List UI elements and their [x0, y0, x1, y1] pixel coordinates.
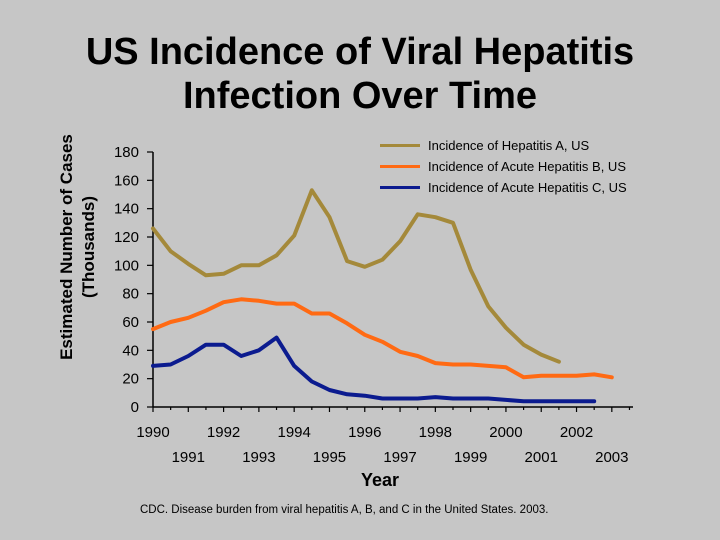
legend: Incidence of Hepatitis A, US Incidence o… — [380, 135, 627, 198]
legend-label-hepatitis-a: Incidence of Hepatitis A, US — [428, 138, 590, 153]
x-tick-label: 2003 — [595, 449, 628, 466]
y-tick-label: 0 — [131, 399, 139, 416]
x-tick-label: 2000 — [489, 424, 522, 441]
y-tick-label: 140 — [114, 201, 139, 218]
chart-title-line-1: US Incidence of Viral Hepatitis — [85, 31, 635, 73]
y-tick-label: 80 — [122, 286, 139, 303]
chart-title: US Incidence of Viral Hepatitis Infectio… — [40, 30, 680, 118]
legend-label-hepatitis-c: Incidence of Acute Hepatitis C, US — [428, 180, 627, 195]
x-tick-label: 1997 — [383, 449, 416, 466]
source-citation: CDC. Disease burden from viral hepatitis… — [140, 504, 549, 516]
y-tick-label: 60 — [122, 314, 139, 331]
legend-item-hepatitis-c: Incidence of Acute Hepatitis C, US — [380, 177, 627, 198]
x-axis-label: Year — [360, 470, 400, 490]
legend-label-hepatitis-b: Incidence of Acute Hepatitis B, US — [428, 159, 626, 174]
legend-item-hepatitis-a: Incidence of Hepatitis A, US — [380, 135, 627, 156]
hepatitis-b-line — [151, 297, 614, 380]
legend-item-hepatitis-b: Incidence of Acute Hepatitis B, US — [380, 156, 627, 177]
y-tick-label: 100 — [114, 257, 139, 274]
x-tick-label: 1999 — [454, 449, 487, 466]
x-tick-label: 1993 — [242, 449, 275, 466]
hepatitis-c-line — [151, 335, 597, 404]
x-tick-label: 1991 — [172, 449, 205, 466]
y-tick-label: 180 — [114, 144, 139, 161]
y-tick-label: 120 — [114, 229, 139, 246]
x-tick-label: 1992 — [207, 424, 240, 441]
x-tick-label: 1998 — [419, 424, 452, 441]
y-tick-label: 20 — [122, 371, 139, 388]
x-tick-label: 2002 — [560, 424, 593, 441]
hepatitis-a-line — [151, 188, 561, 364]
chart-title-line-2: Infection Over Time — [182, 75, 538, 117]
y-tick-label: 160 — [114, 172, 139, 189]
y-tick-label: 40 — [122, 342, 139, 359]
legend-swatch-hepatitis-b — [380, 165, 420, 168]
x-tick-label: 1994 — [277, 424, 310, 441]
x-tick-label: 1995 — [313, 449, 346, 466]
x-tick-label: 1996 — [348, 424, 381, 441]
x-tick-label: 1990 — [136, 424, 169, 441]
legend-swatch-hepatitis-c — [380, 186, 420, 189]
x-tick-label: 2001 — [525, 449, 558, 466]
legend-swatch-hepatitis-a — [380, 144, 420, 147]
